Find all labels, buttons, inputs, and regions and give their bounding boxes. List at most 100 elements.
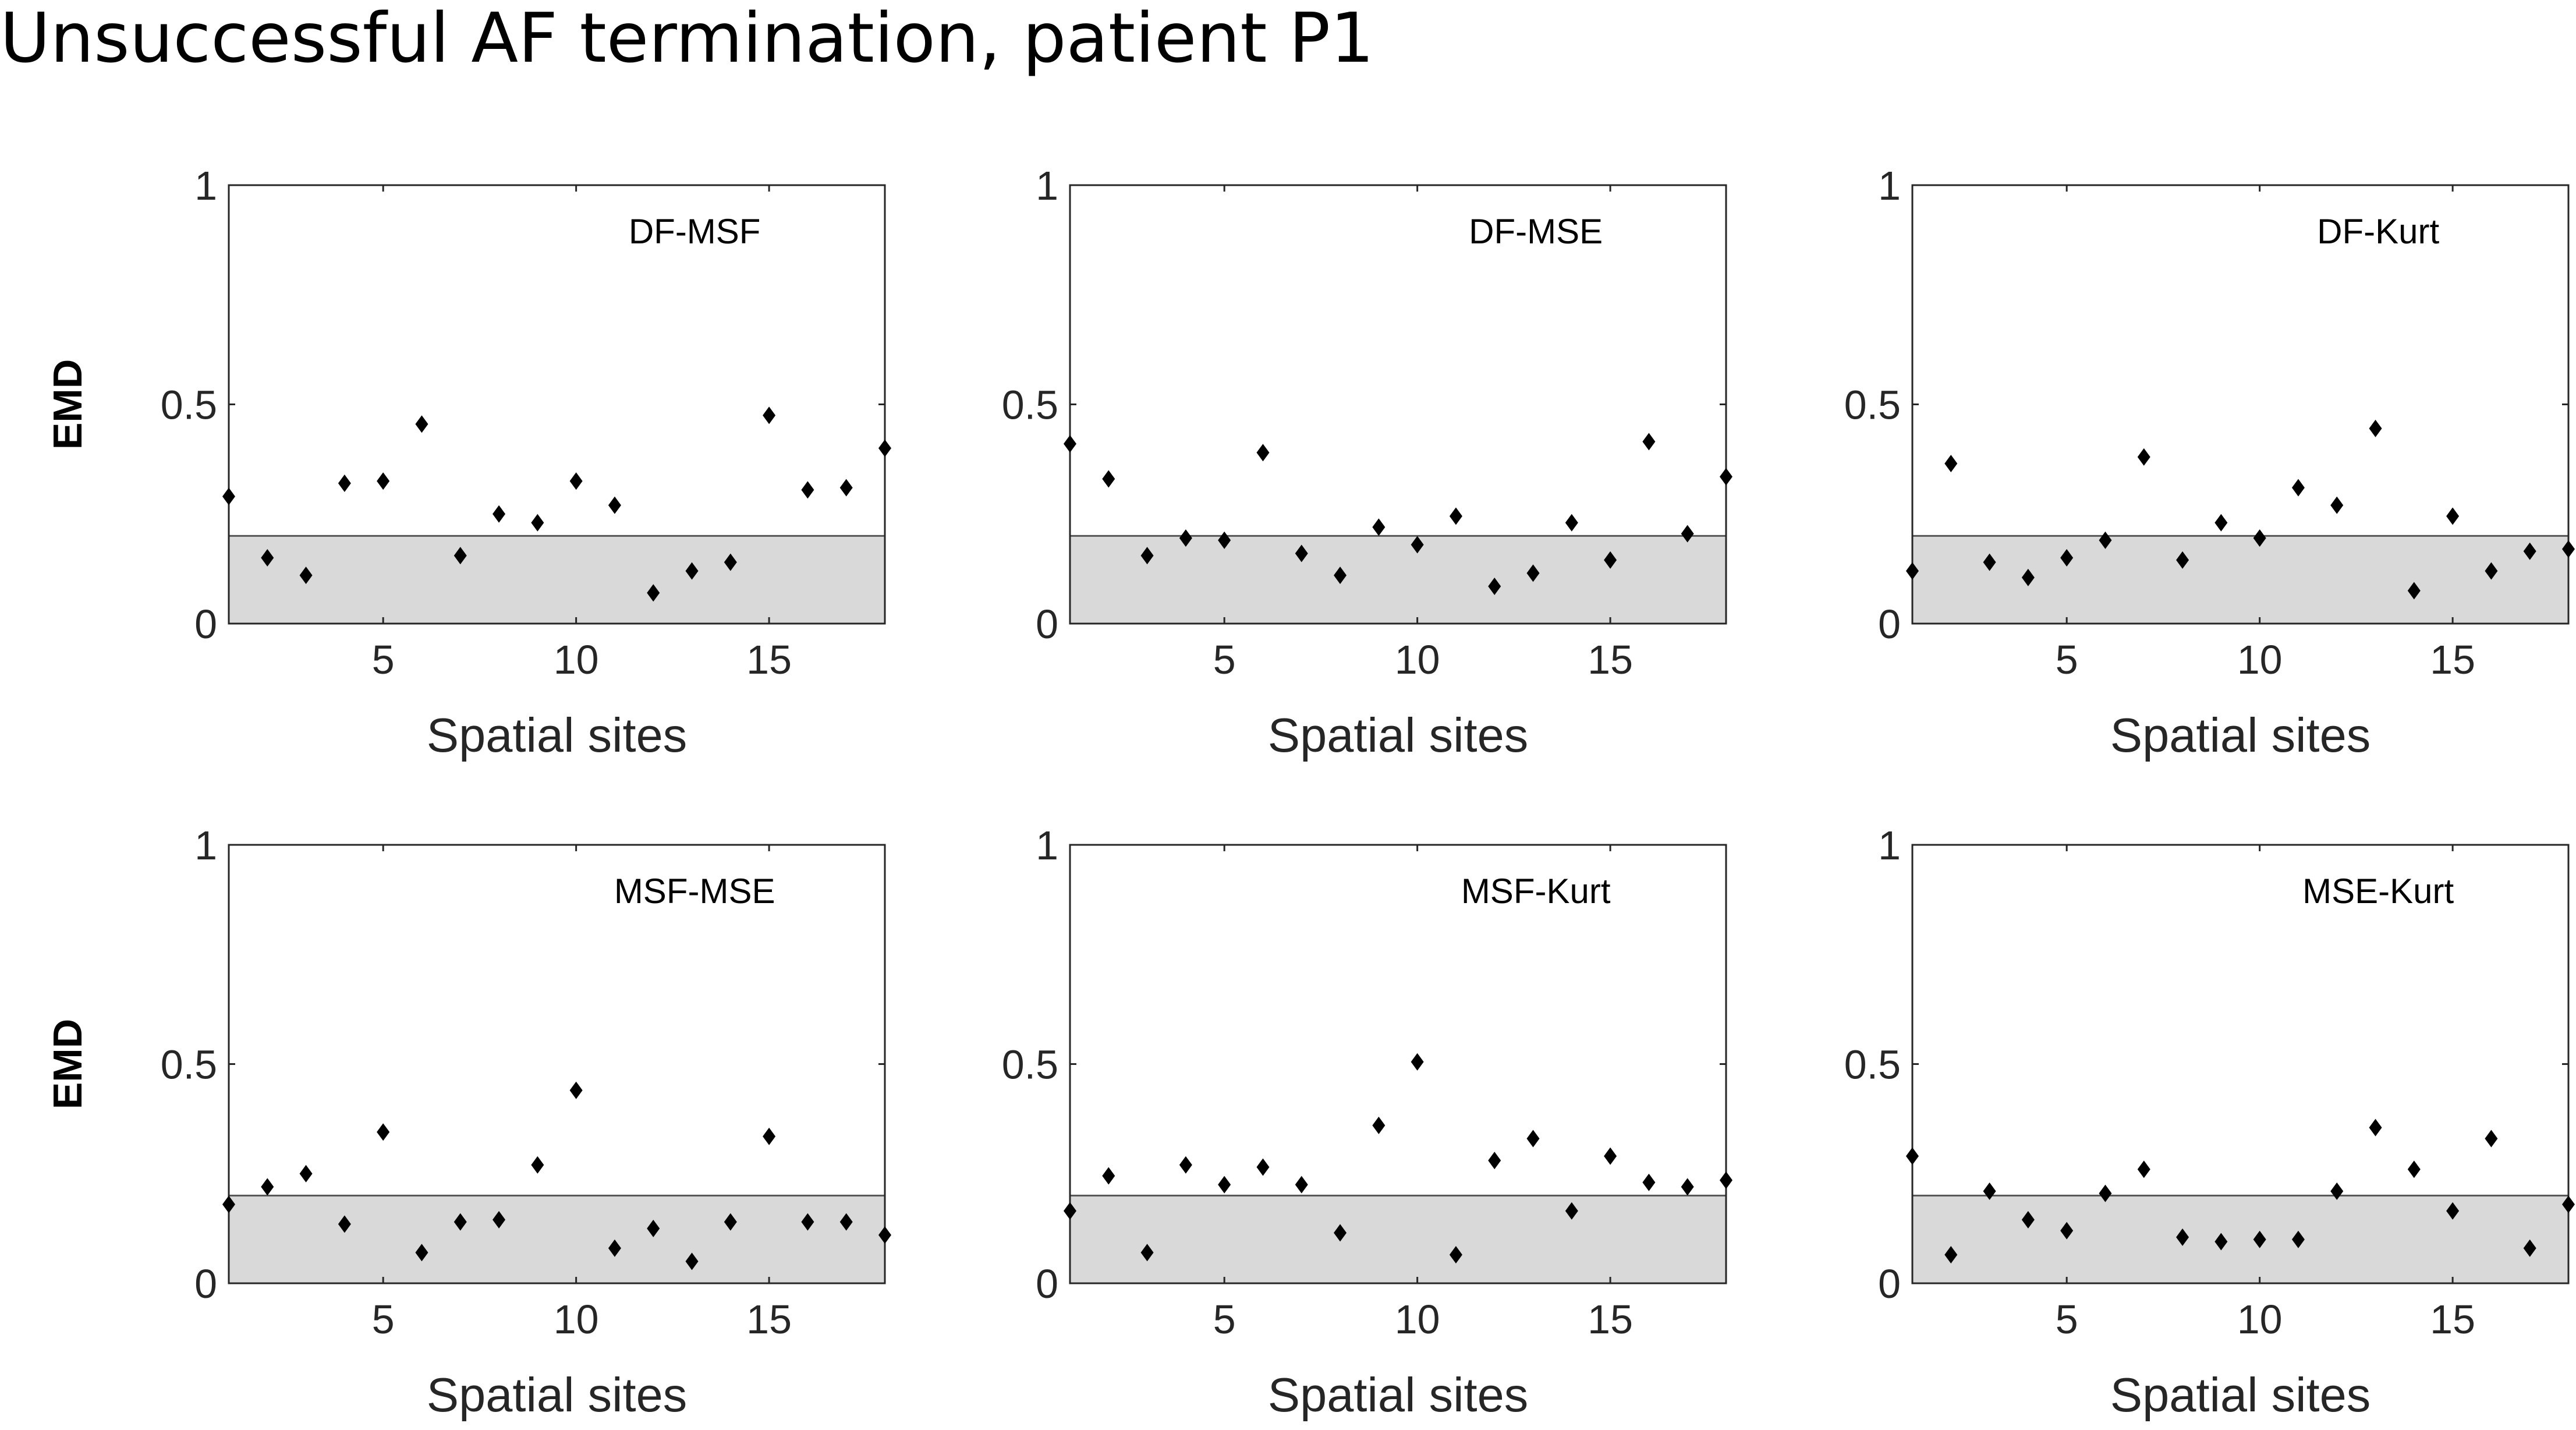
data-point	[531, 514, 544, 532]
data-point	[299, 1164, 313, 1183]
y-tick-label: 0	[1878, 601, 1901, 647]
data-point	[1604, 551, 1617, 569]
data-point	[1983, 1182, 1996, 1200]
data-point	[2214, 514, 2228, 532]
x-tick-label: 5	[372, 637, 395, 682]
data-point	[453, 547, 467, 565]
y-axis-label: EMD	[45, 1019, 90, 1110]
threshold-band	[1912, 536, 2568, 624]
x-tick-label: 5	[2056, 1297, 2078, 1342]
data-point	[2214, 1233, 2228, 1251]
data-point	[569, 472, 583, 490]
data-point	[1334, 567, 1347, 585]
data-point	[801, 481, 814, 499]
x-tick-label: 15	[1588, 637, 1633, 682]
data-point	[2523, 542, 2536, 560]
data-point	[1372, 1116, 1386, 1134]
x-axis-label: Spatial sites	[427, 1368, 688, 1422]
x-tick-label: 10	[1395, 637, 1440, 682]
y-tick-label: 0.5	[161, 383, 217, 428]
y-tick-label: 0	[194, 1261, 217, 1307]
data-point	[531, 1156, 544, 1174]
data-point	[2523, 1239, 2536, 1257]
x-axis-label: Spatial sites	[427, 708, 688, 762]
threshold-band	[1070, 1195, 1726, 1283]
data-point	[724, 1213, 737, 1231]
data-point	[647, 584, 660, 602]
data-point	[2407, 582, 2421, 600]
data-point	[492, 1210, 506, 1229]
y-tick-label: 0.5	[1844, 1042, 1901, 1088]
data-point	[801, 1213, 814, 1231]
data-point	[2446, 1202, 2460, 1220]
data-point	[1449, 1246, 1462, 1264]
threshold-band	[1912, 1195, 2568, 1283]
data-point	[1064, 1202, 1076, 1220]
data-point	[1102, 470, 1115, 488]
data-point	[1906, 562, 1919, 580]
x-tick-label: 15	[746, 1297, 792, 1342]
data-point	[453, 1213, 467, 1231]
data-point	[1526, 1130, 1540, 1148]
threshold-band	[229, 1195, 885, 1283]
data-point	[2291, 1230, 2305, 1248]
x-tick-label: 10	[2237, 1297, 2283, 1342]
y-tick-label: 0	[194, 601, 217, 647]
data-point	[1944, 455, 1958, 473]
data-point	[299, 567, 313, 585]
data-point	[492, 505, 506, 523]
x-axis-label: Spatial sites	[1268, 1368, 1529, 1422]
data-point	[1642, 1173, 1656, 1191]
data-point	[1256, 1158, 1270, 1176]
panel-label: MSF-Kurt	[1461, 872, 1611, 911]
x-tick-label: 5	[1213, 637, 1236, 682]
data-point	[1218, 531, 1231, 549]
data-point	[1983, 553, 1996, 571]
data-point	[569, 1081, 583, 1099]
data-point	[1140, 547, 1154, 565]
data-point	[2330, 496, 2344, 514]
data-point	[2253, 1230, 2266, 1248]
y-tick-label: 1	[1878, 163, 1901, 208]
y-tick-label: 0	[1036, 601, 1058, 647]
data-point	[1179, 529, 1192, 547]
x-axis-label: Spatial sites	[1268, 708, 1529, 762]
data-point	[222, 1195, 235, 1213]
data-point	[1411, 536, 1424, 554]
data-point	[2562, 540, 2575, 558]
data-point	[1720, 1171, 1732, 1190]
data-point	[1256, 444, 1270, 462]
data-point	[2485, 1130, 2498, 1148]
y-tick-label: 0.5	[161, 1042, 217, 1088]
data-point	[1411, 1053, 1424, 1071]
y-tick-label: 0.5	[1844, 383, 1901, 428]
data-point	[647, 1219, 660, 1237]
threshold-band	[1070, 536, 1726, 624]
data-point	[608, 496, 621, 514]
data-point	[1565, 1202, 1578, 1220]
data-point	[2176, 1228, 2189, 1246]
data-point	[2137, 1160, 2150, 1178]
figure-title: Unsuccessful AF termination, patient P1	[0, 0, 1374, 78]
data-point	[1140, 1244, 1154, 1262]
data-point	[1064, 435, 1076, 453]
y-tick-label: 0	[1878, 1261, 1901, 1307]
data-point	[2485, 562, 2498, 580]
data-point	[2060, 549, 2074, 567]
x-tick-label: 5	[1213, 1297, 1236, 1342]
data-point	[1720, 468, 1732, 486]
x-tick-label: 15	[2430, 637, 2475, 682]
panel-label: DF-MSF	[629, 212, 761, 251]
data-point	[2446, 507, 2460, 525]
x-tick-label: 10	[1395, 1297, 1440, 1342]
data-point	[1218, 1176, 1231, 1194]
data-point	[839, 1213, 853, 1231]
data-point	[2369, 419, 2382, 437]
data-point	[1449, 507, 1462, 525]
data-point	[1295, 1176, 1308, 1194]
data-point	[839, 479, 853, 497]
